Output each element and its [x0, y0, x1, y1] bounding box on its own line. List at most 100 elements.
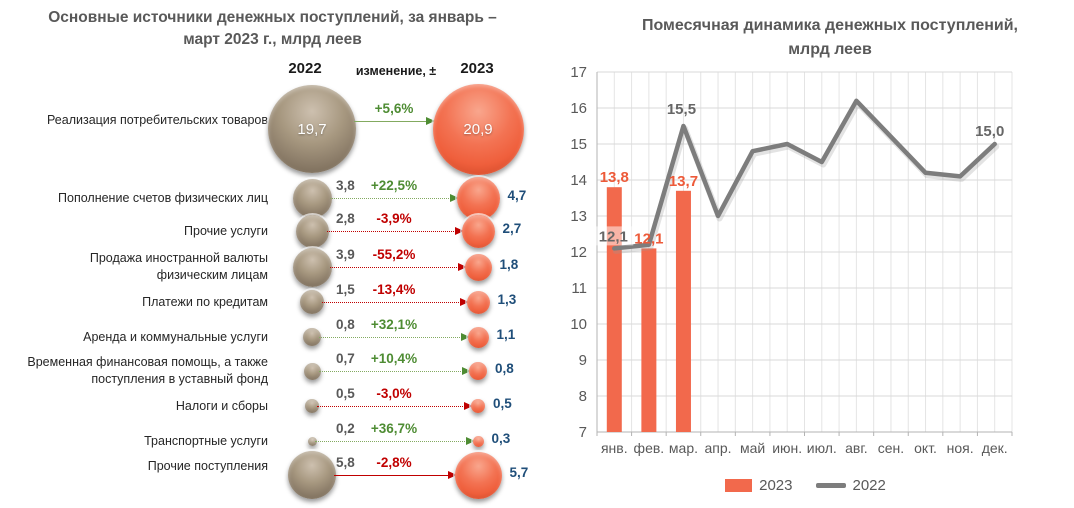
- x-axis-label: окт.: [914, 440, 937, 456]
- bubble-2022: [295, 214, 329, 248]
- column-header-2023: 2023: [460, 60, 494, 77]
- value-2022: 2,8: [336, 211, 355, 226]
- arrowhead-icon: [465, 437, 475, 445]
- value-2022: 19,7: [297, 120, 327, 138]
- chart-legend: 2023 2022: [537, 477, 1074, 494]
- change-arrow: [317, 402, 473, 410]
- arrowhead-icon: [454, 227, 464, 235]
- column-header-change: изменение, ±: [355, 64, 437, 78]
- y-axis-label: 16: [570, 100, 587, 117]
- bubble-2023: [466, 290, 490, 314]
- value-2023: 0,3: [491, 431, 511, 446]
- bubble-2022: [303, 362, 321, 380]
- bubble-2023: [472, 435, 484, 447]
- y-axis-label: 7: [579, 424, 587, 441]
- y-axis-label: 13: [570, 208, 587, 225]
- legend-label-2023: 2023: [759, 477, 793, 494]
- arrowhead-icon: [464, 402, 473, 410]
- change-label: +32,1%: [370, 317, 418, 332]
- change-arrow: [319, 333, 470, 341]
- x-axis-label: июн.: [772, 440, 802, 456]
- change-arrow: [326, 227, 464, 235]
- bubble-2022: [292, 178, 332, 218]
- value-2022: 0,8: [336, 317, 355, 332]
- change-label: -13,4%: [372, 282, 416, 297]
- row-label: Пополнение счетов физических лиц: [58, 191, 268, 205]
- value-2022: 0,2: [336, 421, 355, 436]
- change-label: -3,0%: [376, 386, 412, 401]
- label-halo: [593, 226, 634, 246]
- x-axis-label: апр.: [705, 440, 732, 456]
- legend-swatch-2023: [725, 479, 753, 492]
- x-axis-label: май: [740, 440, 765, 456]
- change-arrow: [334, 471, 457, 479]
- value-2023: 0,5: [493, 396, 512, 411]
- row-label: Платежи по кредитам: [142, 295, 268, 309]
- bubble-2023: [469, 362, 487, 380]
- value-2023: 5,7: [509, 465, 529, 480]
- bar-value-label: 12,1: [634, 230, 663, 247]
- bar-2023: [641, 248, 657, 432]
- arrowhead-icon: [460, 333, 470, 341]
- value-2023: 1,3: [497, 292, 517, 307]
- line-value-label: 15,0: [975, 123, 1004, 140]
- bubble-2022: 19,7: [268, 85, 356, 173]
- change-label: +22,5%: [370, 178, 418, 193]
- x-axis-label: дек.: [982, 440, 1008, 456]
- row-label: Реализация потребительских товаров: [47, 113, 268, 127]
- change-label: -55,2%: [372, 247, 416, 262]
- arrowhead-icon: [459, 298, 469, 306]
- value-2022: 3,9: [336, 247, 355, 262]
- x-axis-label: мар.: [669, 440, 698, 456]
- change-label: -2,8%: [376, 455, 412, 470]
- left-chart-title-line1: Основные источники денежных поступлений,…: [48, 9, 497, 26]
- change-arrow: [354, 117, 435, 125]
- y-axis-label: 11: [571, 280, 587, 297]
- bar-value-label: 13,7: [669, 173, 698, 190]
- bubble-2022: [300, 290, 324, 314]
- line-value-label: 15,5: [667, 101, 696, 118]
- bubble-2023: [461, 214, 495, 248]
- x-axis-label: ноя.: [947, 440, 974, 456]
- change-label: -3,9%: [376, 211, 412, 226]
- bubble-2022: [307, 436, 317, 446]
- y-axis-label: 14: [570, 172, 587, 189]
- value-2023: 1,8: [499, 257, 519, 272]
- bubble-2023: [471, 399, 485, 413]
- change-label: +10,4%: [370, 351, 418, 366]
- y-axis-label: 15: [570, 136, 587, 153]
- bubble-2023: [456, 176, 500, 220]
- bar-2023: [675, 190, 691, 432]
- y-axis-label: 8: [579, 388, 587, 405]
- value-2023: 2,7: [502, 221, 522, 236]
- arrowhead-icon: [449, 194, 459, 202]
- value-2023: 1,1: [496, 327, 516, 342]
- legend-label-2022: 2022: [852, 477, 886, 494]
- value-2023: 0,8: [495, 361, 514, 376]
- bar-value-label: 13,8: [600, 169, 629, 186]
- bubble-2023: [454, 451, 502, 499]
- row-label: Прочие услуги: [184, 224, 268, 238]
- change-arrow: [329, 263, 467, 271]
- bubble-2022: [305, 399, 319, 413]
- arrowhead-icon: [425, 117, 435, 125]
- x-axis-label: фев.: [634, 440, 665, 456]
- y-axis-label: 17: [570, 64, 587, 81]
- row-label: Налоги и сборы: [175, 399, 268, 413]
- left-chart-title-line2: март 2023 г., млрд леев: [183, 31, 362, 48]
- change-label: +36,7%: [370, 421, 418, 436]
- change-label: +5,6%: [374, 101, 414, 116]
- value-2022: 5,8: [336, 455, 355, 470]
- arrowhead-icon: [447, 471, 457, 479]
- change-arrow: [322, 298, 469, 306]
- value-2022: 0,5: [336, 386, 355, 401]
- left-chart-title: Основные источники денежных поступлений,…: [0, 7, 545, 51]
- row-label: Прочие поступления: [147, 459, 268, 473]
- bubble-2022: [292, 247, 332, 287]
- x-axis-label: сен.: [878, 440, 904, 456]
- bubble-2023: [467, 326, 489, 348]
- value-2022: 0,7: [336, 351, 355, 366]
- right-chart-title: Помесячная динамика денежных поступлений…: [600, 14, 1060, 62]
